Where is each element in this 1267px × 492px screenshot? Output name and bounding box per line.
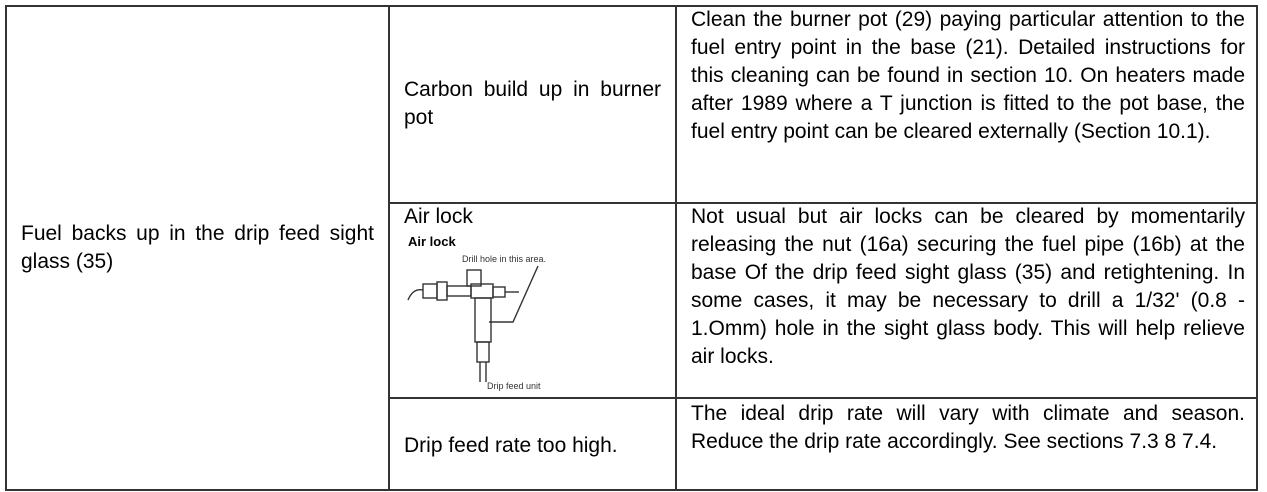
figure-title: Air lock: [408, 234, 456, 249]
figure-label-drill: Drill hole in this area.: [462, 254, 546, 264]
symptom-cell: Fuel backs up in the drip feed sight gla…: [21, 222, 374, 273]
air-lock-diagram: Air lock Drill hole in this area. Drip f…: [407, 234, 546, 391]
remedy-cell: Not usual but air locks can be cleared b…: [691, 205, 1245, 368]
table-border-left: [5, 5, 7, 491]
row-divider-1: [389, 202, 1257, 204]
drip-feed-unit-drawing: [407, 265, 539, 382]
column-divider-2: [675, 5, 677, 491]
figure-label-drip-feed: Drip feed unit: [487, 381, 541, 391]
table-border-bottom: [5, 489, 1258, 491]
column-divider-1: [388, 5, 390, 491]
cause-cell: Carbon build up in burner pot: [404, 78, 661, 129]
remedy-cell: Clean the burner pot (29) paying particu…: [691, 8, 1245, 143]
cause-cell: Air lock: [404, 205, 473, 228]
table-border-top: [5, 5, 1258, 7]
row-divider-2: [389, 397, 1257, 399]
table-border-right: [1256, 5, 1258, 491]
cause-cell: Drip feed rate too high.: [404, 434, 618, 457]
remedy-cell: The ideal drip rate will vary with clima…: [691, 402, 1245, 453]
